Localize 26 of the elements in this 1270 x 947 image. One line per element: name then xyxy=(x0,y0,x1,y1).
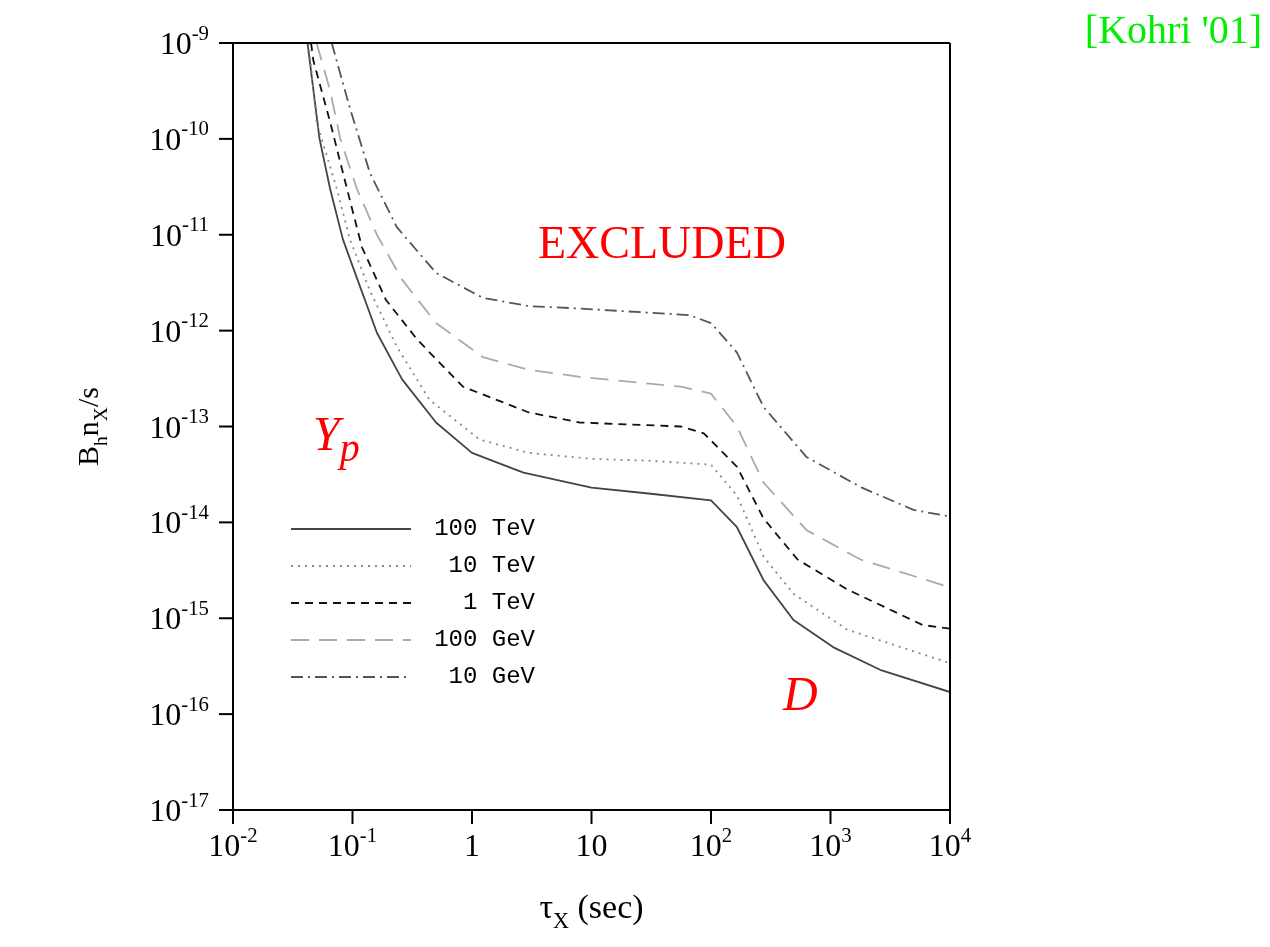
legend-label: 10 TeV xyxy=(447,552,535,579)
text: [Kohri '01] xyxy=(1084,7,1262,52)
legend-label: 1 TeV xyxy=(462,589,535,616)
y-tick-label: 10$^{-11}$ xyxy=(150,212,209,253)
y-tick-label: 10$^{-17}$ xyxy=(149,787,209,828)
y-tick-label: 10$^{-13}$ xyxy=(149,404,209,445)
legend-label: 10 GeV xyxy=(447,663,535,690)
y-tick-label: 10$^{-10}$ xyxy=(149,116,209,157)
x-axis-title: τ$_{X}$ (sec) xyxy=(539,888,644,934)
annotation: Y$_{p}$ xyxy=(313,407,360,470)
x-tick-label: 10$^{-1}$ xyxy=(327,822,378,863)
x-tick-label: 1 xyxy=(464,827,480,863)
annotation: D xyxy=(783,667,818,721)
y-tick-label: 10$^{-15}$ xyxy=(149,595,209,637)
annotation: EXCLUDED xyxy=(538,217,786,269)
x-tick-label: 10$^{-2}$ xyxy=(208,822,258,863)
x-tick-label: 10$^{2}$ xyxy=(689,822,733,863)
y-tick-label: 10$^{-14}$ xyxy=(149,499,210,541)
x-tick-label: 10 xyxy=(575,827,608,863)
y-tick-label: 10$^{-9}$ xyxy=(159,20,209,61)
x-tick-label: 10$^{3}$ xyxy=(809,822,852,863)
legend-label: 100 TeV xyxy=(433,515,535,542)
y-tick-label: 10$^{-16}$ xyxy=(149,691,209,733)
legend-label: 100 GeV xyxy=(433,626,535,653)
x-tick-label: 10$^{4}$ xyxy=(928,822,972,863)
y-tick-label: 10$^{-12}$ xyxy=(149,308,209,349)
